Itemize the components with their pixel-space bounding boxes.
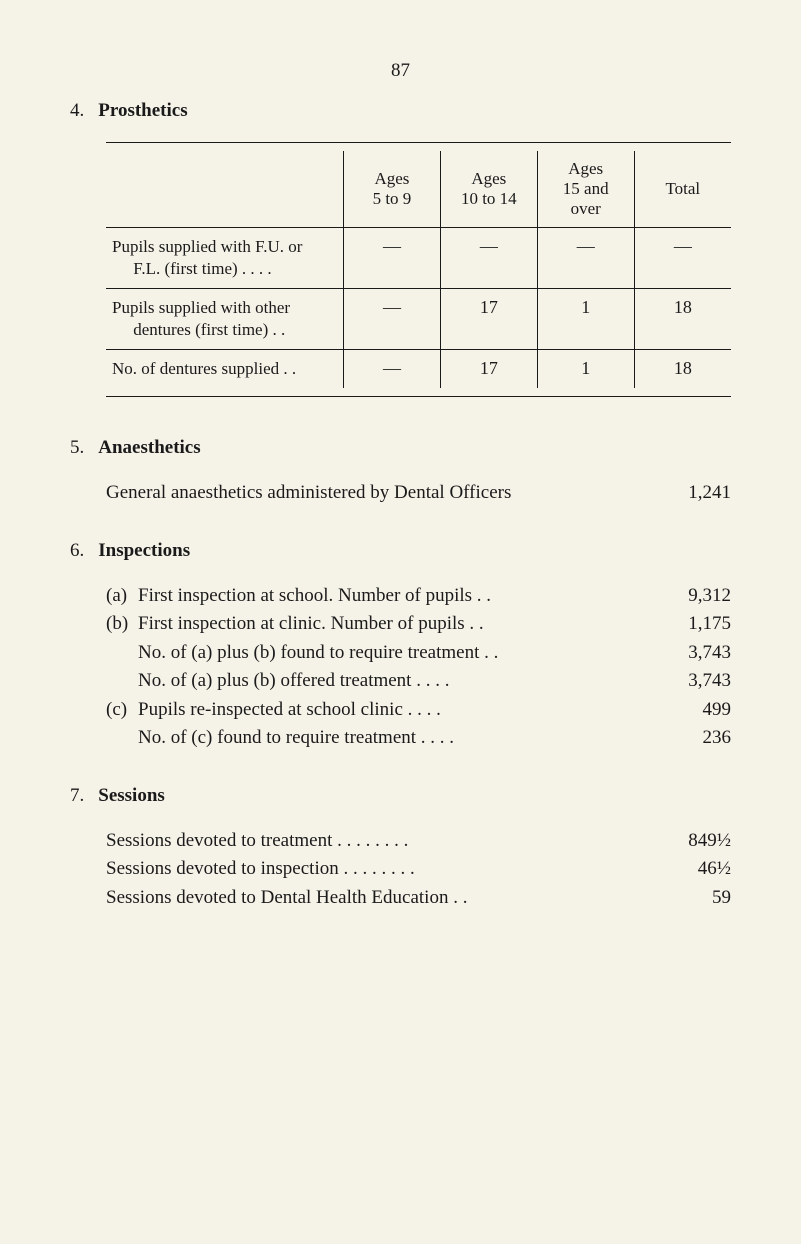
section-7-header: 7. Sessions — [70, 785, 731, 807]
section-6-number: 6. — [70, 540, 84, 562]
cell: — — [344, 350, 441, 389]
label: Sessions devoted to inspection . . . . .… — [106, 855, 661, 884]
cell: — — [344, 228, 441, 289]
cell: — — [344, 289, 441, 350]
list-item: Sessions devoted to inspection . . . . .… — [106, 855, 731, 884]
cell: 17 — [440, 350, 537, 389]
cell: 18 — [634, 289, 731, 350]
list-item: Sessions devoted to treatment . . . . . … — [106, 827, 731, 856]
label: No. of (a) plus (b) offered treatment . … — [138, 670, 449, 691]
value: 3,743 — [661, 667, 731, 696]
list-item: No. of (c) found to require treatment . … — [106, 724, 731, 753]
header-total: Total — [665, 179, 700, 198]
section-6-title: Inspections — [98, 540, 190, 562]
cell: — — [440, 228, 537, 289]
cell: 17 — [440, 289, 537, 350]
section-5-number: 5. — [70, 437, 84, 459]
label: No. of (a) plus (b) found to require tre… — [138, 642, 498, 663]
marker: (c) — [106, 696, 138, 725]
value: 849½ — [661, 827, 731, 856]
anaesthetics-label: General anaesthetics administered by Den… — [106, 479, 661, 508]
marker: (a) — [106, 582, 138, 611]
label: First inspection at school. Number of pu… — [138, 585, 491, 606]
table-row: No. of dentures supplied . . — 17 1 18 — [106, 350, 731, 389]
row3-label-l1: No. of dentures supplied . . — [112, 359, 296, 378]
list-item: (c)Pupils re-inspected at school clinic … — [106, 696, 731, 725]
header-ages-10-14-l2: 10 to 14 — [461, 189, 517, 208]
list-item: No. of (a) plus (b) offered treatment . … — [106, 667, 731, 696]
section-4-header: 4. Prosthetics — [70, 100, 731, 122]
header-ages-15-l1: Ages — [568, 159, 603, 178]
label: Sessions devoted to Dental Health Educat… — [106, 884, 661, 913]
value: 46½ — [661, 855, 731, 884]
cell: 18 — [634, 350, 731, 389]
section-5-title: Anaesthetics — [98, 437, 200, 459]
row1-label-l2: F.L. (first time) . . . . — [133, 259, 271, 278]
cell: 1 — [537, 350, 634, 389]
section-4-number: 4. — [70, 100, 84, 122]
anaesthetics-row: General anaesthetics administered by Den… — [106, 479, 731, 508]
header-ages-10-14-l1: Ages — [471, 169, 506, 188]
cell: — — [537, 228, 634, 289]
table-row: Pupils supplied with F.U. or F.L. (first… — [106, 228, 731, 289]
list-item: No. of (a) plus (b) found to require tre… — [106, 639, 731, 668]
header-ages-15-l2: 15 and — [563, 179, 609, 198]
value: 236 — [661, 724, 731, 753]
anaesthetics-value: 1,241 — [661, 479, 731, 508]
cell: — — [634, 228, 731, 289]
label: Sessions devoted to treatment . . . . . … — [106, 827, 661, 856]
page-number: 87 — [70, 60, 731, 82]
value: 9,312 — [661, 582, 731, 611]
marker: (b) — [106, 610, 138, 639]
value: 499 — [661, 696, 731, 725]
header-ages-5-9-l1: Ages — [374, 169, 409, 188]
prosthetics-table: Ages 5 to 9 Ages 10 to 14 Ages 15 and ov… — [106, 142, 731, 397]
value: 1,175 — [661, 610, 731, 639]
table-row: Pupils supplied with other dentures (fir… — [106, 289, 731, 350]
section-7-number: 7. — [70, 785, 84, 807]
label: Pupils re-inspected at school clinic . .… — [138, 699, 441, 720]
section-5-header: 5. Anaesthetics — [70, 437, 731, 459]
row1-label-l1: Pupils supplied with F.U. or — [112, 237, 302, 256]
section-7-title: Sessions — [98, 785, 165, 807]
list-item: (b)First inspection at clinic. Number of… — [106, 610, 731, 639]
row2-label-l2: dentures (first time) . . — [133, 320, 285, 339]
label: First inspection at clinic. Number of pu… — [138, 613, 484, 634]
header-ages-15-l3: over — [571, 199, 601, 218]
value: 3,743 — [661, 639, 731, 668]
header-ages-5-9-l2: 5 to 9 — [373, 189, 412, 208]
row2-label-l1: Pupils supplied with other — [112, 298, 290, 317]
value: 59 — [661, 884, 731, 913]
list-item: (a)First inspection at school. Number of… — [106, 582, 731, 611]
section-6-header: 6. Inspections — [70, 540, 731, 562]
section-4-title: Prosthetics — [98, 100, 187, 122]
cell: 1 — [537, 289, 634, 350]
list-item: Sessions devoted to Dental Health Educat… — [106, 884, 731, 913]
label: No. of (c) found to require treatment . … — [138, 727, 454, 748]
